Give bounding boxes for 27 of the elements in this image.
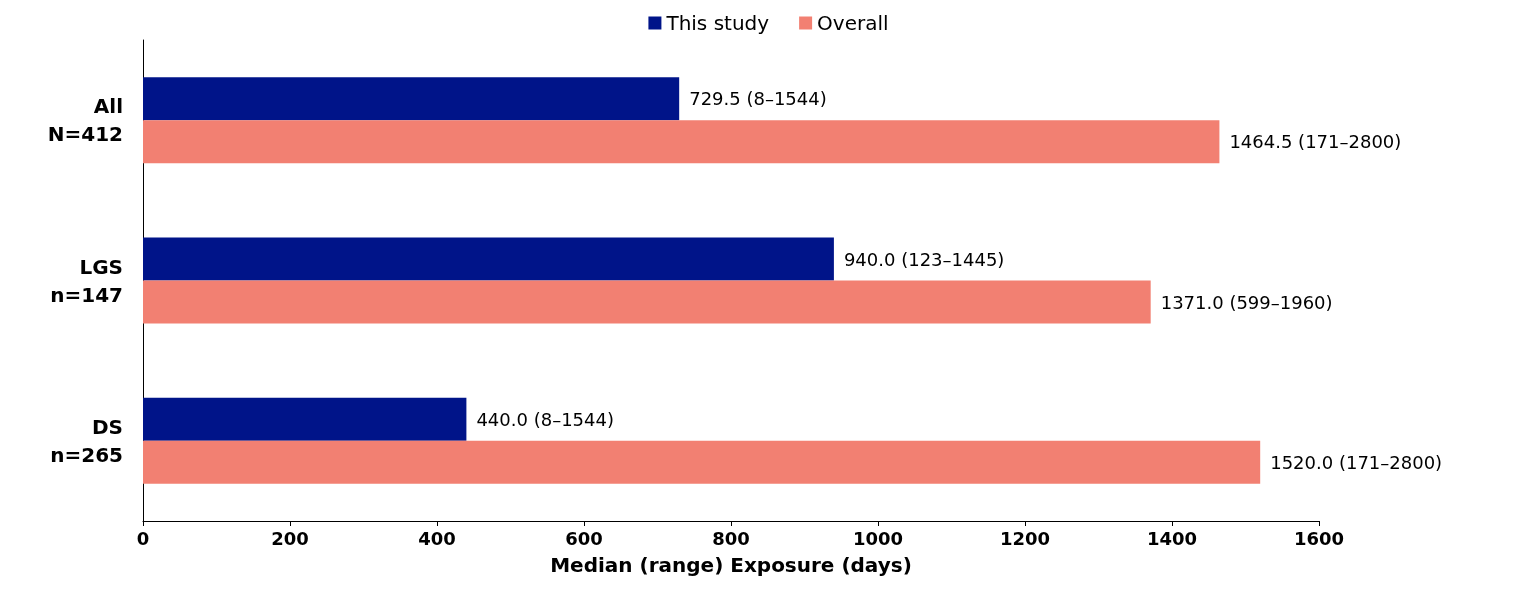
x-tick-label: 400 xyxy=(418,527,456,549)
bar xyxy=(143,237,834,281)
x-tick-label: 1600 xyxy=(1293,527,1345,549)
bar xyxy=(143,280,1151,324)
data-label: 729.5 (8–1544) xyxy=(689,88,827,110)
data-label: 1520.0 (171–2800) xyxy=(1270,451,1443,473)
y-tick-label: All N=412 xyxy=(47,94,123,147)
data-label: 940.0 (123–1445) xyxy=(843,248,1005,270)
legend-label: Overall xyxy=(817,11,889,35)
data-label: 1464.5 (171–2800) xyxy=(1229,131,1402,153)
data-label: 440.0 (8–1544) xyxy=(476,408,614,430)
x-tick-label: 600 xyxy=(565,527,603,549)
bar xyxy=(143,77,680,121)
x-tick-label: 1400 xyxy=(1146,527,1198,549)
x-tick-label: 0 xyxy=(136,527,150,549)
y-tick-label: DS n=265 xyxy=(50,414,123,467)
legend-label: This study xyxy=(665,11,770,35)
bar xyxy=(143,397,467,441)
bar xyxy=(143,120,1220,164)
bar xyxy=(143,440,1261,484)
x-tick-label: 800 xyxy=(712,527,750,549)
x-axis-title: Median (range) Exposure (days) xyxy=(550,553,912,577)
x-tick-label: 200 xyxy=(271,527,309,549)
y-tick-label: LGS n=147 xyxy=(50,254,123,307)
x-tick-label: 1200 xyxy=(999,527,1051,549)
data-label: 1371.0 (599–1960) xyxy=(1160,291,1333,313)
x-tick-label: 1000 xyxy=(852,527,904,549)
